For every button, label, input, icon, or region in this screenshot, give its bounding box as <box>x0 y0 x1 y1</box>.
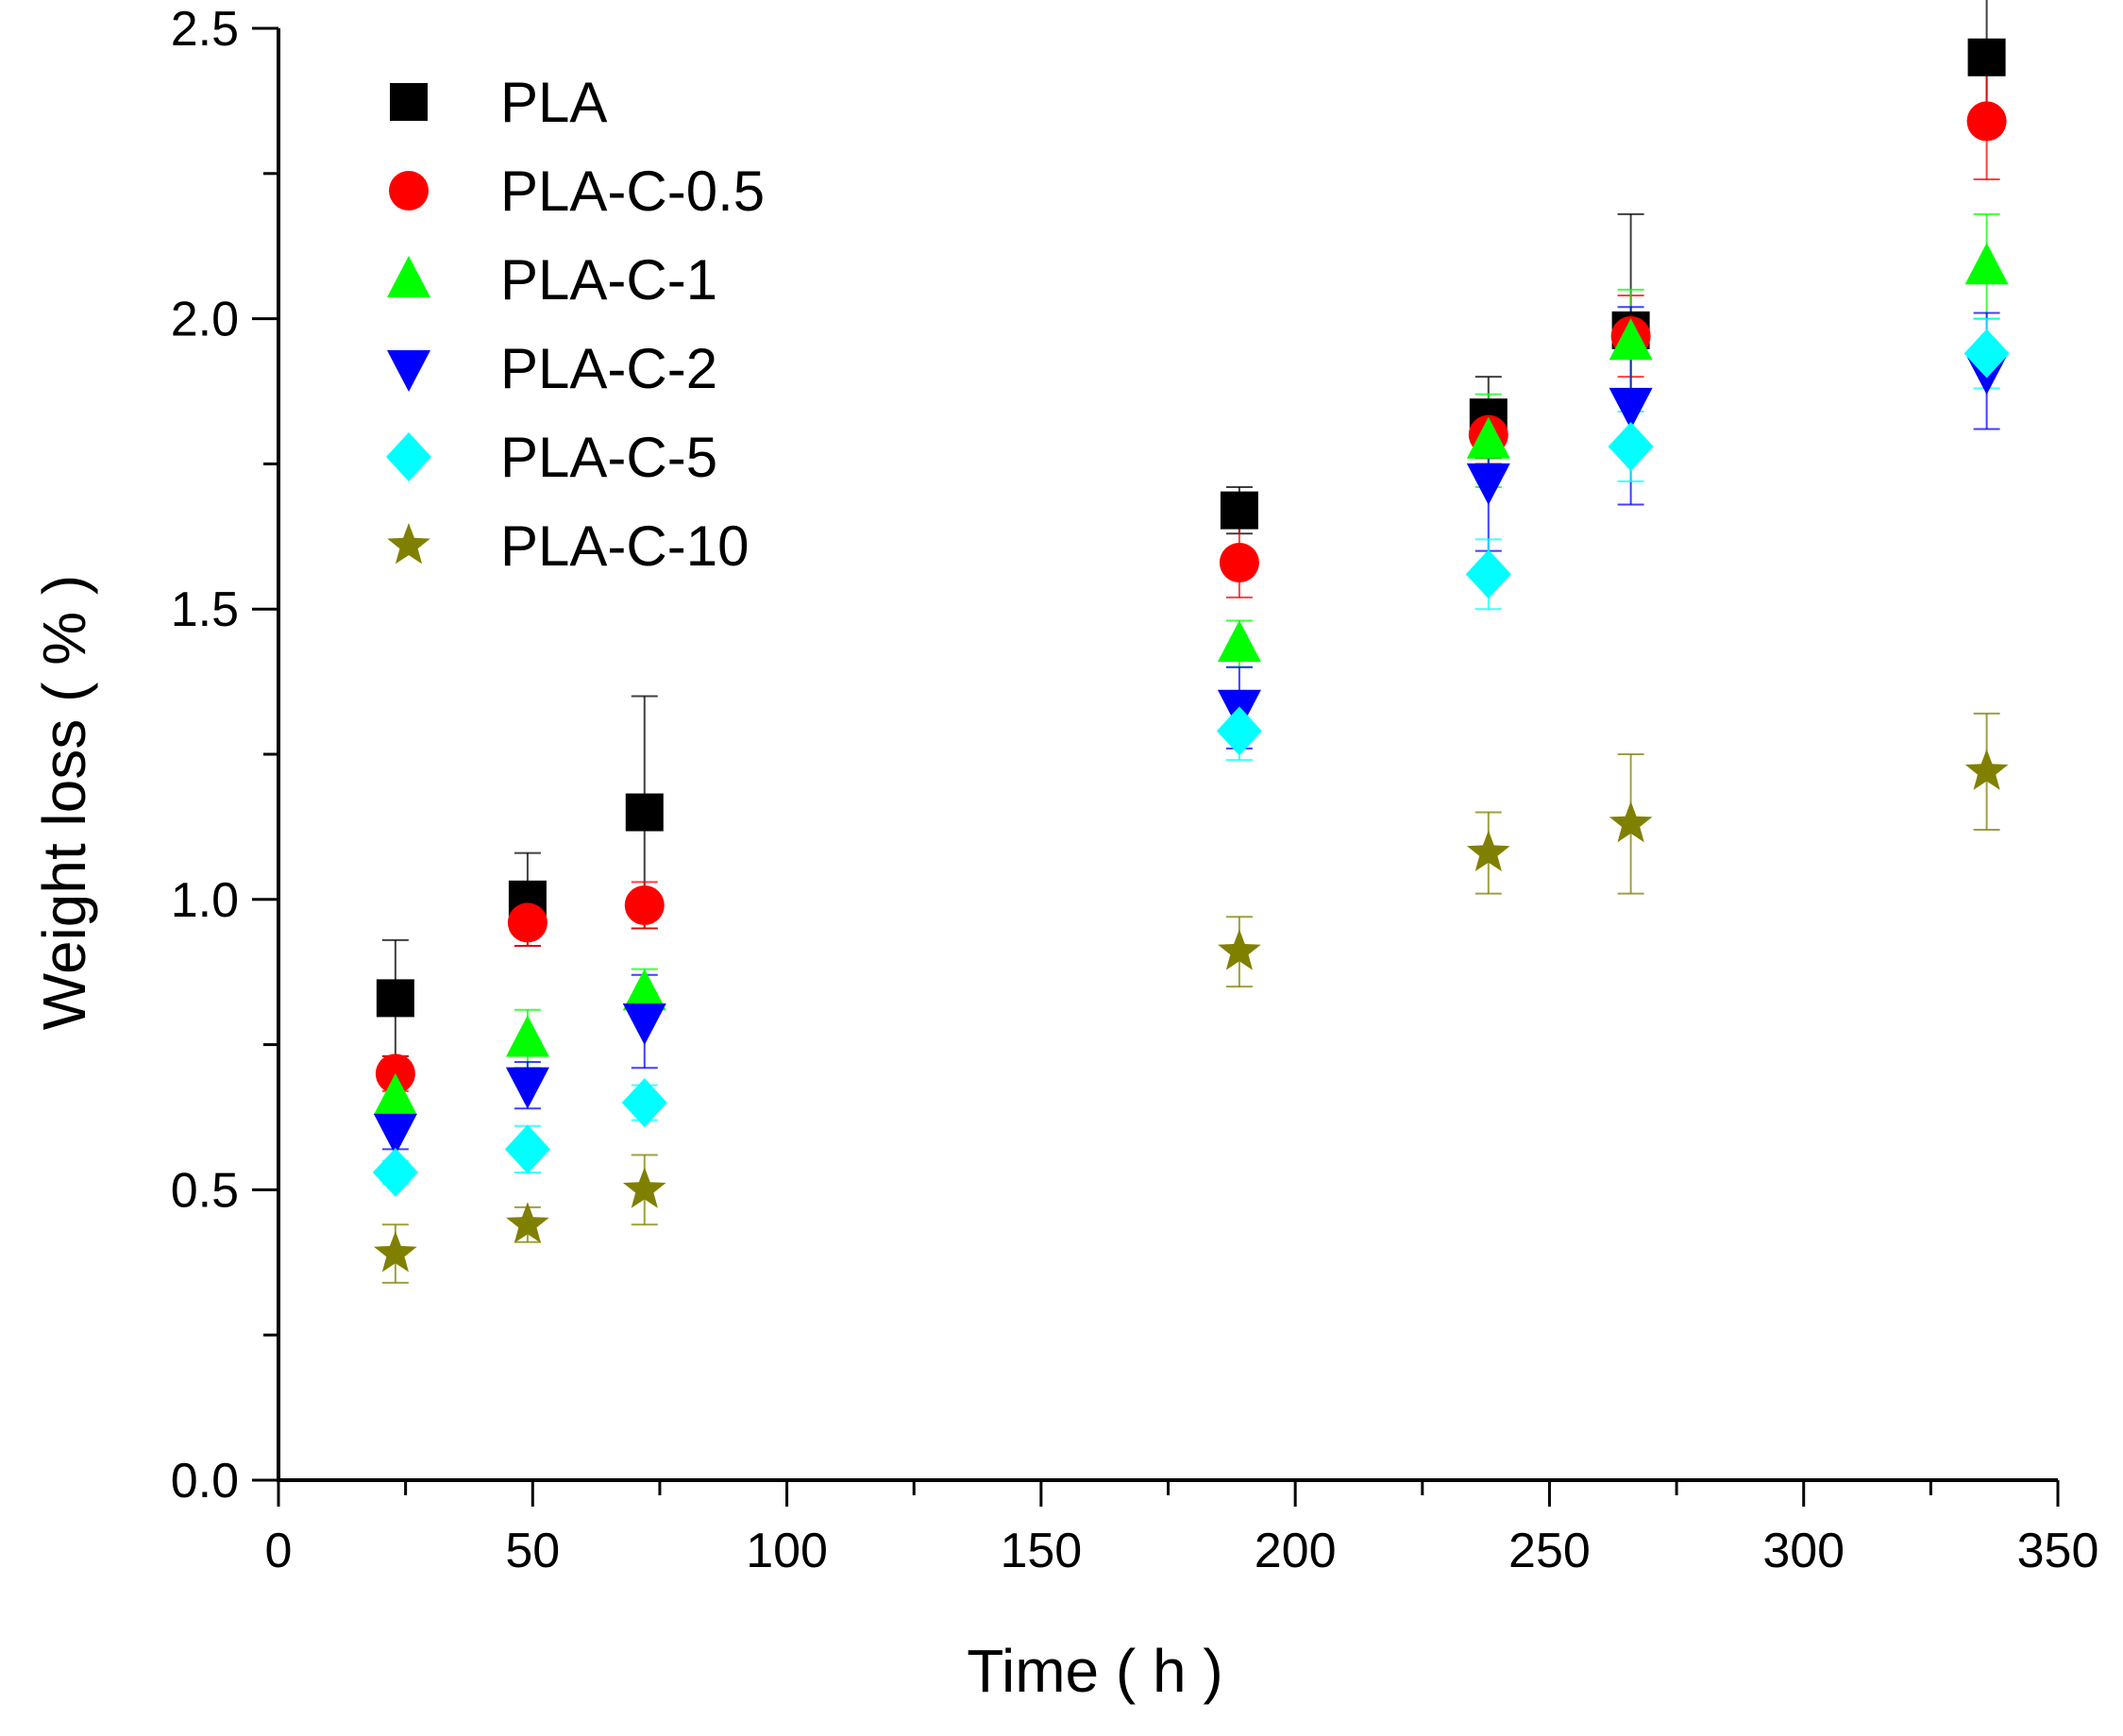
legend-label: PLA-C-10 <box>500 514 749 578</box>
data-point <box>1466 416 1510 459</box>
x-tick-label: 200 <box>1255 1524 1337 1578</box>
data-point <box>372 1147 418 1197</box>
data-point <box>1609 318 1653 361</box>
data-point <box>374 1231 417 1273</box>
legend-label: PLA-C-1 <box>500 248 717 312</box>
data-point <box>376 979 414 1018</box>
legend-marker <box>386 432 431 481</box>
data-point <box>373 1072 417 1115</box>
data-point <box>1963 329 2010 379</box>
y-tick-label: 1.5 <box>171 582 239 637</box>
data-point <box>624 885 665 925</box>
data-point <box>507 902 548 943</box>
x-tick-label: 300 <box>1762 1524 1845 1578</box>
data-point <box>622 969 666 1011</box>
x-tick-label: 100 <box>746 1524 828 1578</box>
legend-label: PLA-C-0.5 <box>500 160 765 223</box>
y-tick-label: 1.0 <box>171 873 239 928</box>
legend-marker <box>387 350 430 392</box>
data-point <box>625 793 664 832</box>
data-point <box>1609 801 1653 843</box>
data-point <box>1964 749 2009 790</box>
x-tick-label: 50 <box>505 1524 560 1578</box>
data-point <box>504 1124 550 1174</box>
legend-item-pla: PLA <box>390 71 607 134</box>
marker-layer <box>372 38 2010 1273</box>
legend-item-pla-c-5: PLA-C-5 <box>386 426 717 489</box>
y-axis-title: Weight loss ( % ) <box>30 575 98 1031</box>
data-point <box>1216 706 1262 756</box>
data-point <box>1967 38 2006 76</box>
data-point <box>506 1202 549 1243</box>
tick-label-layer: 0 50 100 150 200 250 300 350 0.0 0.5 1.0 1.5 2.0 2.5 <box>171 2 2099 1578</box>
data-point <box>1217 620 1261 663</box>
legend: PLA PLA-C-0.5 PLA-C-1 PLA-C-2 PLA-C-5 PLA-C-1… <box>386 71 765 578</box>
axes-layer <box>252 26 2060 1507</box>
y-tick-label: 0.5 <box>171 1163 239 1218</box>
x-tick-label: 150 <box>1000 1524 1082 1578</box>
data-point <box>1465 549 1511 599</box>
y-tick-label: 2.0 <box>171 293 239 347</box>
data-point <box>1220 491 1258 530</box>
x-tick-label: 250 <box>1508 1524 1591 1578</box>
data-point <box>1964 243 2009 285</box>
legend-item-pla-c-0-5: PLA-C-0.5 <box>389 160 765 223</box>
legend-label: PLA <box>500 71 607 134</box>
y-tick-label: 0.0 <box>171 1454 239 1508</box>
x-tick-label: 350 <box>2017 1524 2099 1578</box>
data-point <box>373 1113 417 1155</box>
series-pla-c-10 <box>374 749 2009 1273</box>
series-pla-c-1 <box>373 243 2009 1115</box>
legend-item-pla-c-2: PLA-C-2 <box>387 337 717 400</box>
y-tick-label: 2.5 <box>171 2 239 57</box>
data-point <box>1609 387 1653 430</box>
data-point <box>505 1015 549 1057</box>
data-point <box>622 1003 666 1045</box>
data-point <box>622 1167 666 1208</box>
legend-label: PLA-C-2 <box>500 337 717 400</box>
legend-marker <box>389 171 429 211</box>
legend-item-pla-c-10: PLA-C-10 <box>387 514 749 578</box>
data-point <box>1218 929 1261 970</box>
x-tick-label: 0 <box>265 1524 293 1578</box>
data-point <box>1219 542 1259 582</box>
series-pla-c-5 <box>372 329 2010 1197</box>
legend-marker <box>387 523 430 565</box>
data-point <box>505 1067 549 1109</box>
data-point <box>621 1078 667 1128</box>
legend-marker <box>387 256 430 297</box>
data-point <box>1467 830 1510 871</box>
legend-marker <box>390 83 428 121</box>
data-point <box>1966 101 2007 142</box>
legend-item-pla-c-1: PLA-C-1 <box>387 248 717 312</box>
errorbars-pla-c-10 <box>381 712 2000 1284</box>
legend-label: PLA-C-5 <box>500 426 717 489</box>
x-axis-title: Time ( h ) <box>967 1637 1222 1705</box>
data-point <box>1608 421 1654 471</box>
data-point <box>1466 463 1510 505</box>
